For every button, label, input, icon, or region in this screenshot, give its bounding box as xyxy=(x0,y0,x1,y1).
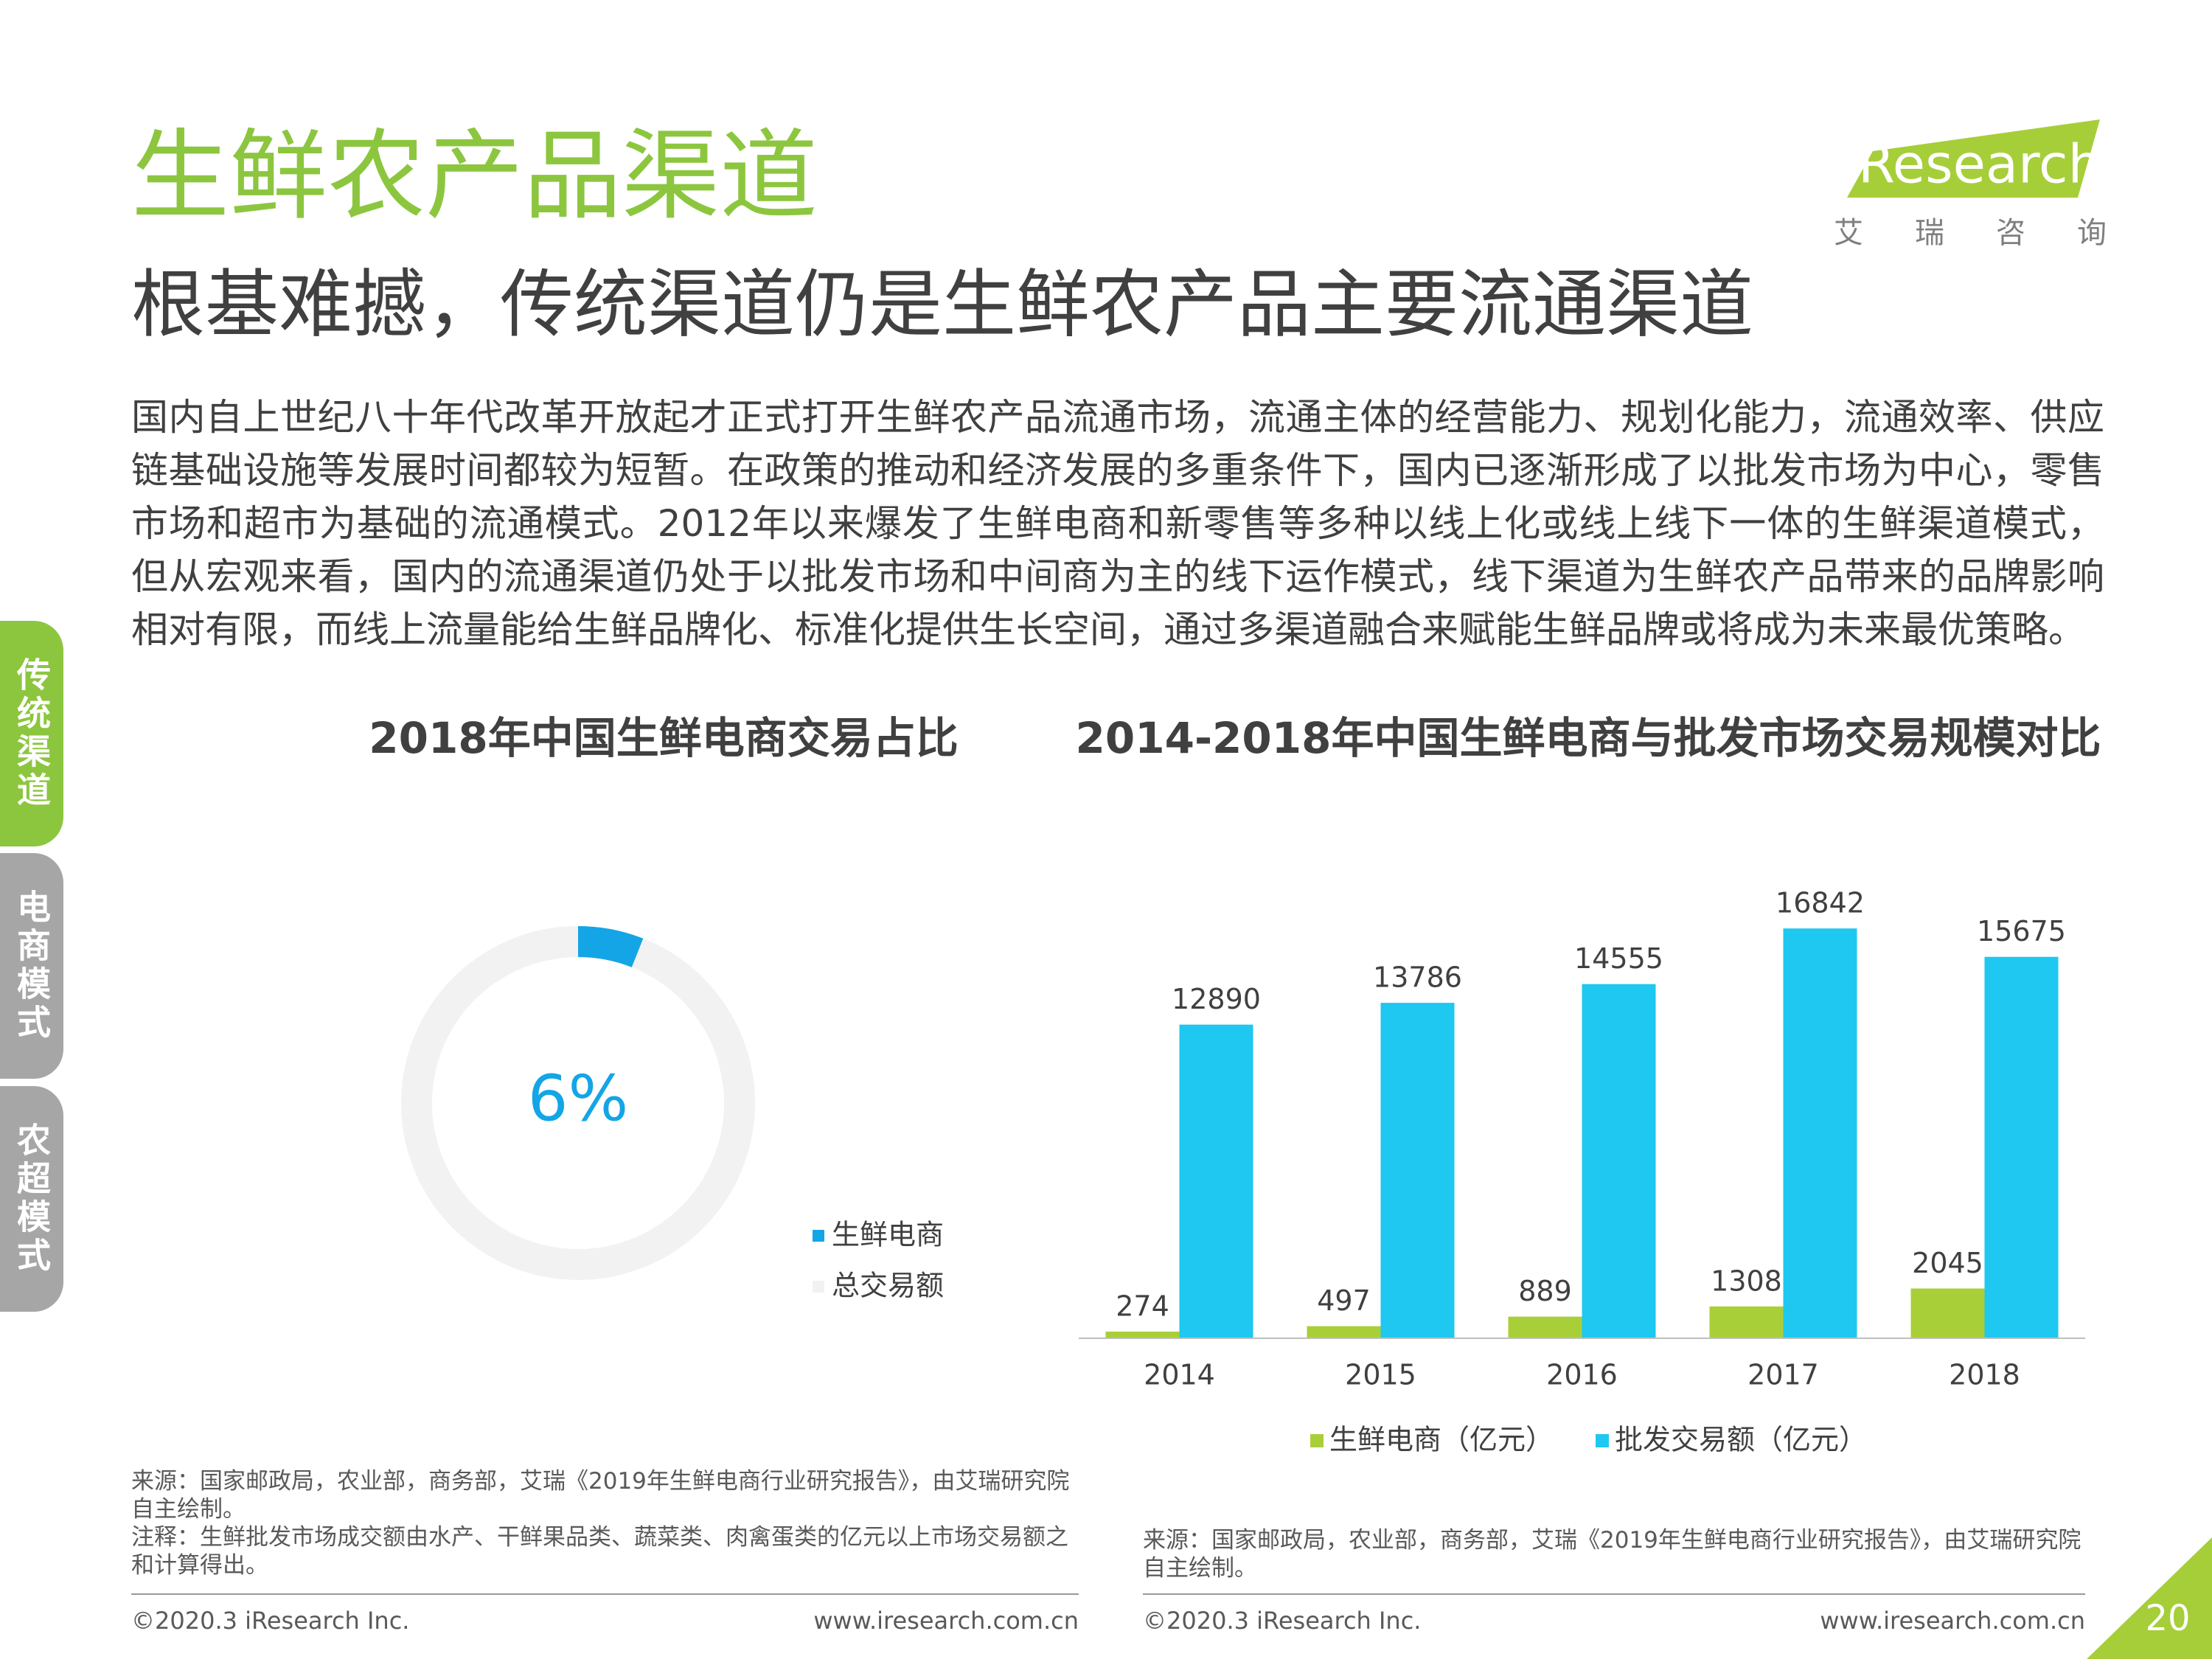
page-number: 20 xyxy=(2145,1598,2190,1639)
legend-swatch xyxy=(1310,1434,1324,1447)
value-label: 1308 xyxy=(1711,1265,1782,1297)
legend-swatch xyxy=(813,1230,824,1242)
website: www.iresearch.com.cn xyxy=(813,1607,1079,1635)
legend-label: 生鲜电商（亿元） xyxy=(1329,1424,1554,1456)
logo-shape xyxy=(1847,119,2100,198)
slide-title: 生鲜农产品渠道 xyxy=(131,120,818,234)
legend-label: 生鲜电商 xyxy=(832,1219,944,1251)
legend-label: 批发交易额（亿元） xyxy=(1615,1424,1867,1456)
donut-segment xyxy=(401,926,755,1280)
bar xyxy=(1307,1326,1381,1338)
bar xyxy=(1783,928,1857,1338)
donut-segment xyxy=(577,926,644,968)
legend-label: 总交易额 xyxy=(832,1270,944,1302)
bar xyxy=(1910,1288,1985,1338)
bar xyxy=(1380,1003,1455,1338)
chart-title: 2014-2018年中国生鲜电商与批发市场交易规模对比 xyxy=(1076,713,2101,763)
tab[interactable]: 农超模式 xyxy=(0,1086,63,1312)
x-tick-label: 2018 xyxy=(1949,1359,2020,1391)
source: 来源：国家邮政局，农业部，商务部，艾瑞《2019年生鲜电商行业研究报告》，由艾瑞… xyxy=(131,1468,1070,1523)
website: www.iresearch.com.cn xyxy=(1820,1607,2085,1635)
center-label: 6% xyxy=(528,1062,628,1135)
bar xyxy=(1105,1331,1180,1338)
legend-swatch xyxy=(1596,1434,1609,1447)
value-label: 15675 xyxy=(1977,915,2066,947)
value-label: 889 xyxy=(1518,1275,1572,1307)
legend-swatch xyxy=(813,1281,824,1293)
bar xyxy=(1582,984,1656,1338)
bar xyxy=(1984,956,2059,1338)
tab[interactable]: 电商模式 xyxy=(0,853,63,1079)
source: 来源：国家邮政局，农业部，商务部，艾瑞《2019年生鲜电商行业研究报告》，由艾瑞… xyxy=(1143,1527,2081,1582)
logo-text: iResearch xyxy=(1843,133,2101,195)
chart-title: 2018年中国生鲜电商交易占比 xyxy=(369,713,958,763)
x-tick-label: 2017 xyxy=(1747,1359,1819,1391)
value-label: 13786 xyxy=(1373,961,1462,994)
corner-green xyxy=(2087,1537,2212,1659)
body-text: 国内自上世纪八十年代改革开放起才正式打开生鲜农产品流通市场，流通主体的经营能力、… xyxy=(131,396,2104,651)
value-label: 12890 xyxy=(1172,983,1261,1015)
x-tick-label: 2014 xyxy=(1144,1359,1215,1391)
slide-subtitle: 根基难撼，传统渠道仍是生鲜农产品主要流通渠道 xyxy=(131,261,1753,347)
value-label: 16842 xyxy=(1775,887,1865,919)
value-label: 2045 xyxy=(1912,1247,1983,1279)
bar xyxy=(1508,1316,1582,1338)
value-label: 274 xyxy=(1116,1290,1169,1322)
bar xyxy=(1709,1306,1784,1338)
value-label: 497 xyxy=(1317,1284,1371,1317)
x-tick-label: 2016 xyxy=(1546,1359,1618,1391)
note: 注释：生鲜批发市场成交额由水产、干鲜果品类、蔬菜类、肉禽蛋类的亿元以上市场交易额… xyxy=(131,1524,1068,1579)
logo-cn: 艾瑞咨询 xyxy=(1834,216,2158,250)
tab[interactable]: 传统渠道 xyxy=(0,621,63,846)
x-tick-label: 2015 xyxy=(1345,1359,1416,1391)
value-label: 14555 xyxy=(1574,942,1663,975)
copyright: ©2020.3 iResearch Inc. xyxy=(131,1607,409,1635)
bar xyxy=(1179,1024,1253,1338)
copyright: ©2020.3 iResearch Inc. xyxy=(1143,1607,1421,1635)
